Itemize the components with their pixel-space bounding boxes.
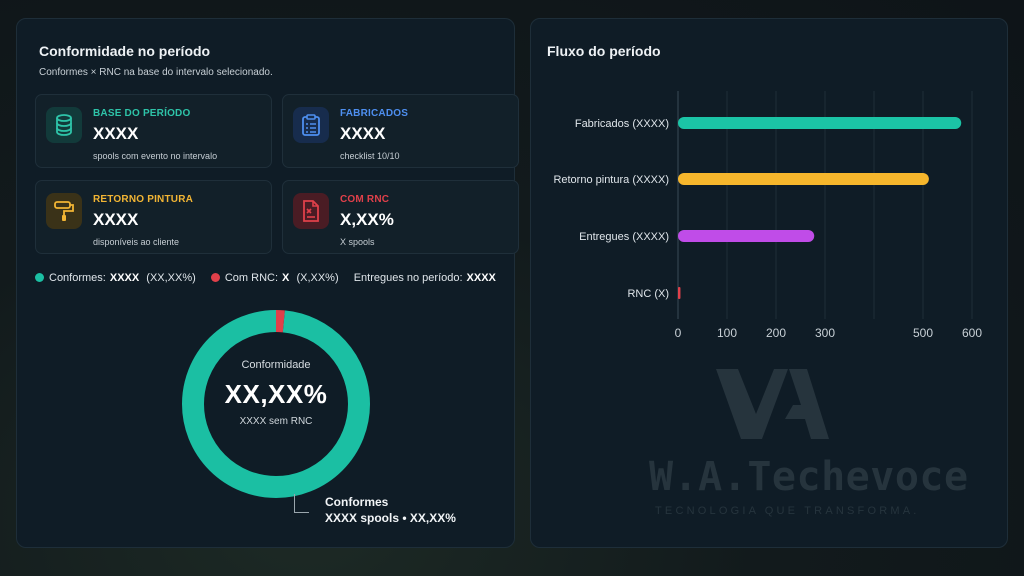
legend-rnc-label: Com RNC:	[224, 272, 279, 284]
x-tick-label: 0	[675, 326, 682, 340]
card-description: checklist 10/10	[340, 151, 400, 161]
card-description: disponíveis ao cliente	[93, 237, 180, 247]
panel-title: Conformidade no período	[39, 43, 211, 59]
bar[interactable]	[678, 230, 815, 242]
bar[interactable]	[678, 287, 681, 299]
card-label: FABRICADOS	[340, 108, 409, 119]
card-value: XXXX	[93, 210, 139, 229]
conformes-dot	[35, 273, 44, 282]
card-label: RETORNO PINTURA	[93, 194, 194, 205]
legend-rnc-pct: (X,XX%)	[296, 272, 339, 284]
donut-label: Conformidade	[241, 359, 311, 371]
donut-rnc-arc	[182, 310, 370, 498]
bar-category-label: Fabricados (XXXX)	[575, 118, 669, 130]
card-label: COM RNC	[340, 194, 390, 205]
donut-sub: XXXX sem RNC	[239, 416, 313, 427]
panel-subtitle: Conformes × RNC na base do intervalo sel…	[39, 67, 273, 78]
card-value: XXXX	[340, 124, 386, 143]
x-tick-label: 500	[913, 326, 933, 340]
panel-title: Fluxo do período	[547, 43, 661, 59]
callout-detail: XXXX spools • XX,XX%	[325, 511, 456, 525]
bar[interactable]	[678, 173, 929, 185]
brand-logo-watermark	[716, 369, 829, 439]
card-value: X,XX%	[340, 210, 394, 229]
legend-rnc-value: X	[282, 272, 290, 284]
x-tick-label: 200	[766, 326, 786, 340]
legend-row: Conformes: XXXX (XX,XX%) Com RNC: X (X,XX%…	[35, 272, 496, 284]
donut-callout: Conformes XXXX spools • XX,XX%	[325, 494, 456, 526]
card-base-periodo[interactable]: BASE DO PERÍODO XXXX spools com evento n…	[35, 94, 272, 168]
card-description: spools com evento no intervalo	[93, 151, 218, 161]
card-value: XXXX	[93, 124, 139, 143]
paint-roller-icon	[46, 193, 82, 229]
legend-conformes-label: Conformes:	[49, 272, 106, 284]
fluxo-bar-chart: 0 100 200 300 500 600 Fabricados (XXXX) Retorno…	[553, 91, 982, 340]
bar-category-label: Entregues (XXXX)	[579, 231, 669, 243]
legend-conformes-pct: (XX,XX%)	[146, 272, 196, 284]
bar-category-label: RNC (X)	[627, 288, 669, 300]
x-tick-label: 600	[962, 326, 982, 340]
file-x-icon	[293, 193, 329, 229]
brand-watermark-tagline: TECNOLOGIA QUE TRANSFORMA.	[655, 505, 920, 517]
legend-conformes-value: XXXX	[109, 272, 140, 284]
card-description: X spools	[340, 237, 375, 247]
callout-line	[294, 494, 309, 513]
clipboard-icon	[293, 107, 329, 143]
callout-title: Conformes	[325, 495, 389, 509]
card-com-rnc[interactable]: COM RNC X,XX% X spools	[282, 180, 519, 254]
conformidade-donut	[182, 310, 370, 498]
donut-center: Conformidade XX,XX% XXXX sem RNC	[197, 359, 355, 427]
x-tick-label: 100	[717, 326, 737, 340]
conformidade-panel: Conformidade no período Conformes × RNC …	[16, 18, 519, 548]
bar-category-label: Retorno pintura (XXXX)	[553, 174, 669, 186]
donut-value: XX,XX%	[224, 379, 328, 409]
rnc-dot	[210, 273, 220, 282]
brand-watermark-text: W.A.Techevoce	[649, 454, 969, 500]
legend-entregues-label: Entregues no período:	[353, 272, 463, 284]
card-retorno-pintura[interactable]: RETORNO PINTURA XXXX disponíveis ao clie…	[35, 180, 272, 254]
x-tick-label: 300	[815, 326, 835, 340]
fluxo-panel: Fluxo do período W.A.Techevoce TECNOLOGI…	[530, 18, 1008, 548]
legend-entregues-value: XXXX	[466, 272, 496, 284]
database-icon	[46, 107, 82, 143]
card-fabricados[interactable]: FABRICADOS XXXX checklist 10/10	[282, 94, 519, 168]
card-label: BASE DO PERÍODO	[93, 108, 191, 119]
bar[interactable]	[678, 117, 962, 129]
